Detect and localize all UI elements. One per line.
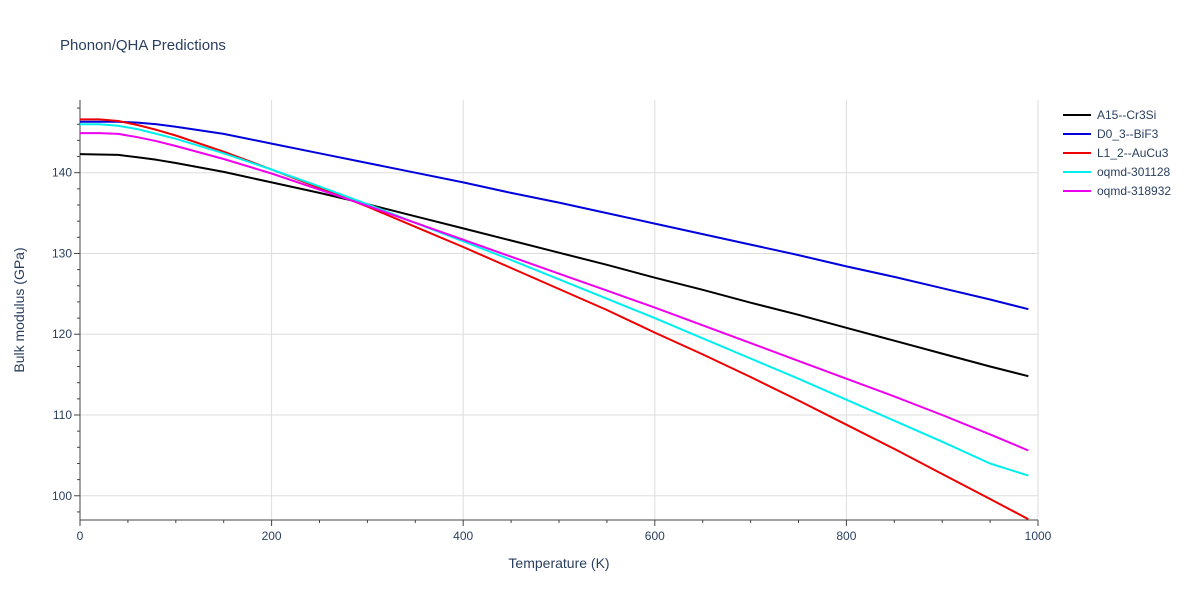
y-tick-label: 140 xyxy=(52,166,72,180)
x-tick-label: 800 xyxy=(836,529,856,543)
series-layer xyxy=(79,118,1029,521)
y-tick-label: 130 xyxy=(52,246,72,260)
legend-item[interactable]: oqmd-301128 xyxy=(1063,165,1170,179)
x-tick-label: 400 xyxy=(453,529,473,543)
legend[interactable]: A15--Cr3Si D0_3--BiF3 L1_2--AuCu3 oqmd-3011… xyxy=(1063,108,1171,198)
legend-item[interactable]: D0_3--BiF3 xyxy=(1063,127,1159,141)
y-axis-title: Bulk modulus (GPa) xyxy=(11,247,27,372)
grid xyxy=(80,100,1039,520)
x-tick-label: 200 xyxy=(262,529,282,543)
x-tick-label: 600 xyxy=(645,529,665,543)
y-tick-label: 120 xyxy=(52,327,72,341)
series-line-1[interactable] xyxy=(80,120,1029,311)
y-tick-label: 100 xyxy=(52,489,72,503)
legend-label: D0_3--BiF3 xyxy=(1097,127,1159,141)
x-axis-title: Temperature (K) xyxy=(508,555,609,571)
legend-item[interactable]: A15--Cr3Si xyxy=(1063,108,1156,122)
legend-label: A15--Cr3Si xyxy=(1097,108,1156,122)
series-line-0[interactable] xyxy=(79,153,1029,378)
legend-item[interactable]: L1_2--AuCu3 xyxy=(1063,146,1169,160)
x-tick-label: 1000 xyxy=(1025,529,1052,543)
series-line-4[interactable] xyxy=(80,132,1029,452)
legend-label: oqmd-301128 xyxy=(1097,165,1170,179)
x-tick-label: 0 xyxy=(77,529,84,543)
legend-label: L1_2--AuCu3 xyxy=(1097,146,1169,160)
chart-title: Phonon/QHA Predictions xyxy=(60,37,226,54)
y-tick-label: 110 xyxy=(53,408,72,422)
series-line-2[interactable] xyxy=(80,118,1029,521)
series-line-3[interactable] xyxy=(80,123,1029,477)
legend-item[interactable]: oqmd-318932 xyxy=(1063,184,1171,198)
axes: 0 200 400 600 800 1000 100 110 120 130 140 xyxy=(52,100,1052,543)
legend-label: oqmd-318932 xyxy=(1097,184,1171,198)
